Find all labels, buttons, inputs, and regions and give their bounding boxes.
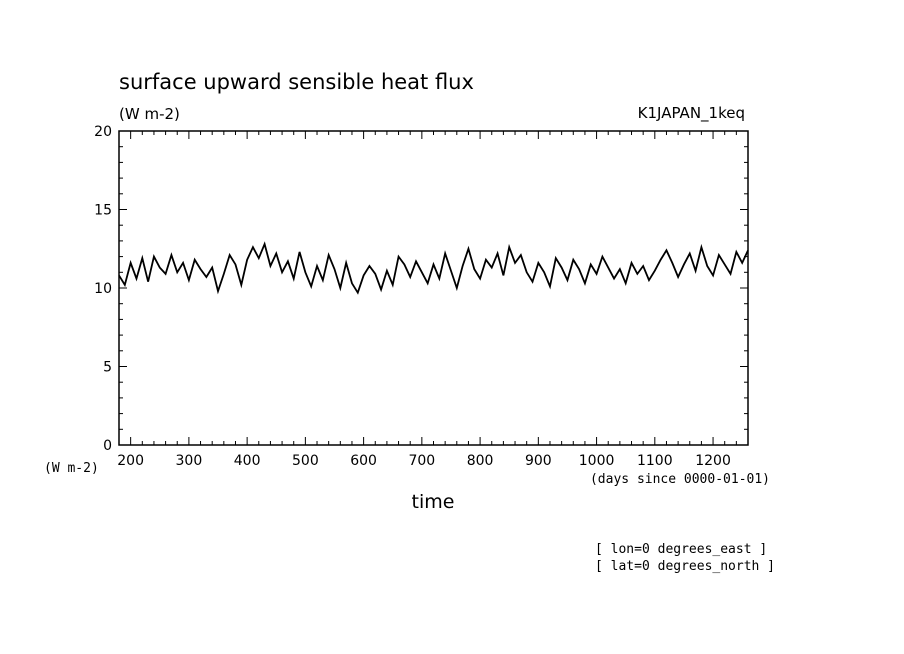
y-tick-label: 20 [94,124,112,140]
x-tick-label: 200 [117,453,144,469]
y-axis-units: (W m-2) [44,461,99,476]
lat-annotation: [ lat=0 degrees_north ] [595,559,775,574]
x-axis-units: (days since 0000-01-01) [590,472,770,487]
x-tick-label: 1200 [695,453,731,469]
x-tick-label: 1100 [637,453,673,469]
x-tick-label: 300 [176,453,203,469]
x-tick-label: 1000 [579,453,615,469]
y-tick-label: 15 [94,203,112,219]
y-tick-label: 5 [103,360,112,376]
dataset-name: K1JAPAN_1keq [638,104,745,123]
y-tick-label: 0 [103,438,112,454]
x-tick-label: 900 [525,453,552,469]
x-tick-label: 800 [467,453,494,469]
y-tick-label: 10 [94,281,112,297]
chart-title: surface upward sensible heat flux [119,70,474,94]
x-tick-label: 700 [408,453,435,469]
y-axis-ticks: 0 5 10 15 20 [94,124,748,454]
x-tick-label: 600 [350,453,377,469]
x-tick-label: 400 [234,453,261,469]
data-line [118,241,749,295]
chart-units: (W m-2) [119,105,180,123]
x-axis-ticks: 200 300 400 500 600 700 800 900 1000 1100 1200 [117,131,749,469]
lon-annotation: [ lon=0 degrees_east ] [595,542,767,557]
x-tick-label: 500 [292,453,319,469]
x-axis-label: time [412,491,455,513]
plot-frame [118,130,749,446]
